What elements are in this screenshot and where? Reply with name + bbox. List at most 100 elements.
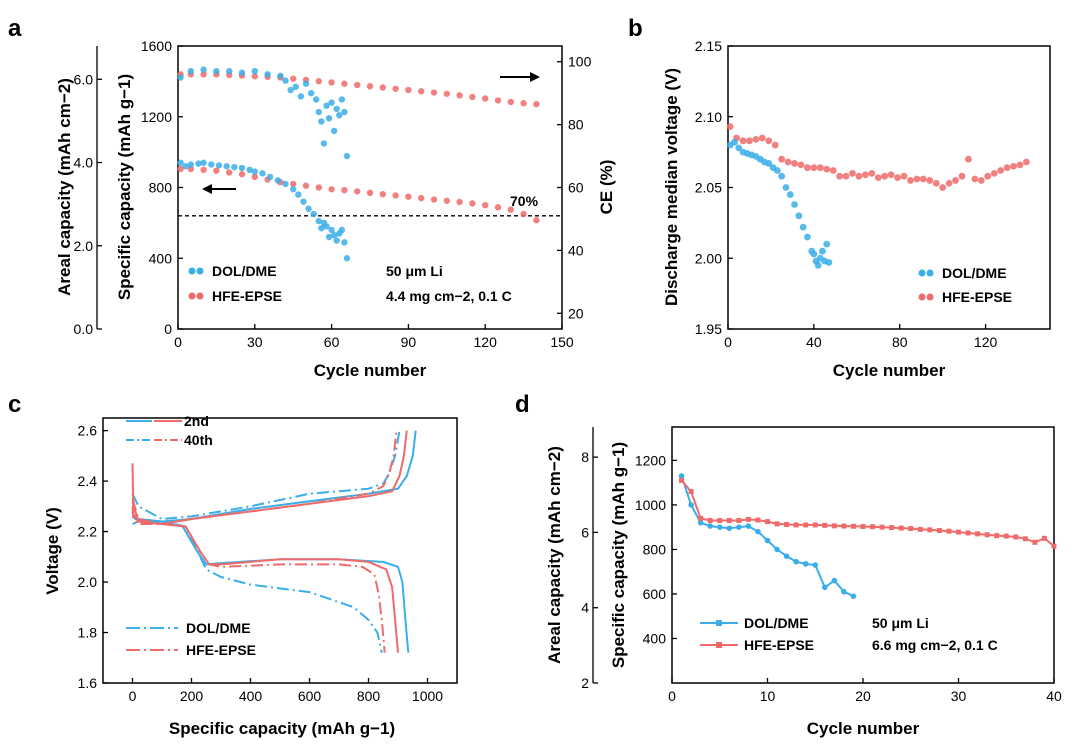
dol-capacity-point xyxy=(238,164,246,172)
dol-capacity-point xyxy=(182,163,189,170)
curve-d-dol-dme xyxy=(680,475,854,598)
panel-d-areal-ytick-label: 2 xyxy=(581,675,589,691)
panel-d-annotation-li: 50 μm Li xyxy=(872,615,929,631)
panel-d-areal-ytick-label: 4 xyxy=(581,600,589,616)
hfe-d-point xyxy=(765,519,770,525)
dol-ce-point xyxy=(313,96,320,103)
panel-a-70-percent-label: 70% xyxy=(510,193,539,209)
dol-d-point xyxy=(736,524,742,530)
panel-a-specific-ytick-label: 1200 xyxy=(141,109,172,125)
hfe-ce-point xyxy=(456,92,463,99)
dol-ce-point xyxy=(307,89,315,97)
hfe-d-point xyxy=(726,517,732,523)
panel-d-xtick-label: 10 xyxy=(760,688,776,704)
panel-a-xtick-label: 90 xyxy=(401,334,417,350)
hfe-capacity-point xyxy=(341,186,348,194)
panel-c-ytick-label: 2.6 xyxy=(78,423,98,439)
hfe-capacity-point xyxy=(494,204,502,211)
hfe-ce-point xyxy=(341,80,348,87)
curve-hfe-epse-40th-charge xyxy=(131,430,398,526)
dol-ce-point xyxy=(320,140,328,147)
panel-d-xtick-label: 40 xyxy=(1046,688,1062,704)
panel-d-xtick-label: 30 xyxy=(951,688,967,704)
curve-hfe-epse-2nd-discharge xyxy=(131,463,399,653)
hfe-voltage-point xyxy=(849,169,856,177)
hfe-d-point xyxy=(831,523,837,529)
dol-d-point xyxy=(707,523,713,529)
hfe-ce-point xyxy=(418,88,425,95)
panel-b-ytick-label: 1.95 xyxy=(695,321,722,337)
dol-ce-point xyxy=(297,93,305,100)
panel-d-ylabel-outer: Areal capacity (mAh cm−2) xyxy=(545,446,564,664)
panel-a-ce-ytick-label: 40 xyxy=(568,242,584,258)
panel-c-ytick-label: 1.6 xyxy=(78,675,98,691)
hfe-capacity-point xyxy=(354,188,361,195)
panel-b-ytick-label: 2.00 xyxy=(695,250,722,266)
hfe-capacity-point xyxy=(251,173,258,181)
hfe-voltage-point xyxy=(752,135,760,143)
panel-a-xtick-label: 30 xyxy=(247,334,263,350)
hfe-voltage-point xyxy=(1022,158,1030,166)
hfe-capacity-point xyxy=(328,186,335,193)
curve-dol-dme-40th-charge xyxy=(131,430,401,521)
dol-capacity-point xyxy=(330,232,338,239)
hfe-voltage-point xyxy=(842,172,850,180)
panel-d-specific-ytick-label: 800 xyxy=(643,541,667,557)
hfe-ce-point xyxy=(366,83,374,90)
hfe-d-point xyxy=(698,515,704,521)
dol-ce-point xyxy=(213,67,220,75)
dol-d-point xyxy=(678,473,685,479)
panel-d-chart: 0 10 20 30 40 400 600 800 1000 1200 2 4 6 8 DOL/DME… xyxy=(545,426,1062,738)
dol-capacity-point xyxy=(323,223,330,230)
panel-b-chart: 0 40 80 120 1.95 2.00 2.05 2.10 2.15 DOL/DME HF… xyxy=(662,38,1051,380)
curve-dol-dme-40th-discharge xyxy=(131,515,383,653)
hfe-voltage-point xyxy=(1003,164,1011,172)
hfe-voltage-point xyxy=(958,172,966,180)
dol-capacity-point xyxy=(274,177,282,184)
dol-capacity-point xyxy=(315,217,322,225)
hfe-d-point xyxy=(898,525,904,531)
hfe-ce-point xyxy=(533,100,540,108)
dol-ce-point xyxy=(330,127,338,135)
dol-capacity-point xyxy=(343,255,351,262)
hfe-d-point xyxy=(850,523,856,529)
dol-ce-point xyxy=(343,152,351,160)
hfe-d-point xyxy=(994,533,1000,539)
hfe-voltage-point xyxy=(984,172,992,180)
dol-voltage-point xyxy=(825,259,833,266)
panel-d-specific-ytick-label: 1200 xyxy=(635,452,666,468)
panel-b-ytick-label: 2.15 xyxy=(695,38,722,54)
dol-ce-point xyxy=(338,96,346,103)
curve-d-hfe-epse xyxy=(680,479,1055,547)
hfe-capacity-point xyxy=(187,165,194,173)
hfe-voltage-point xyxy=(887,171,895,179)
hfe-ce-point xyxy=(405,86,412,94)
panel-a-areal-ytick-label: 0.0 xyxy=(74,321,94,337)
panel-c-xtick-label: 200 xyxy=(180,688,204,704)
dol-ce-point xyxy=(238,69,246,76)
dol-ce-point xyxy=(264,71,271,78)
legend-b-hfe-label: HFE-EPSE xyxy=(942,289,1012,305)
dol-voltage-point xyxy=(773,167,781,174)
hfe-d-point xyxy=(822,522,828,528)
hfe-capacity-point xyxy=(482,201,489,209)
hfe-capacity-point xyxy=(418,194,425,202)
dol-ce-point xyxy=(323,102,330,109)
hfe-d-point xyxy=(841,523,847,529)
hfe-capacity-point xyxy=(177,165,184,173)
hfe-voltage-point xyxy=(919,175,927,183)
hfe-capacity-point xyxy=(366,189,374,197)
hfe-d-point xyxy=(803,522,809,528)
hfe-d-point xyxy=(1003,533,1009,539)
hfe-voltage-point xyxy=(952,177,959,184)
hfe-d-point xyxy=(793,522,799,528)
hfe-ce-point xyxy=(507,98,514,106)
hfe-d-point xyxy=(917,526,923,532)
dol-ce-point xyxy=(200,66,207,73)
dol-ce-point xyxy=(292,83,299,91)
dol-d-point xyxy=(793,558,799,565)
hfe-voltage-point xyxy=(926,177,934,184)
dol-d-point xyxy=(850,593,857,599)
hfe-ce-point xyxy=(443,90,450,97)
